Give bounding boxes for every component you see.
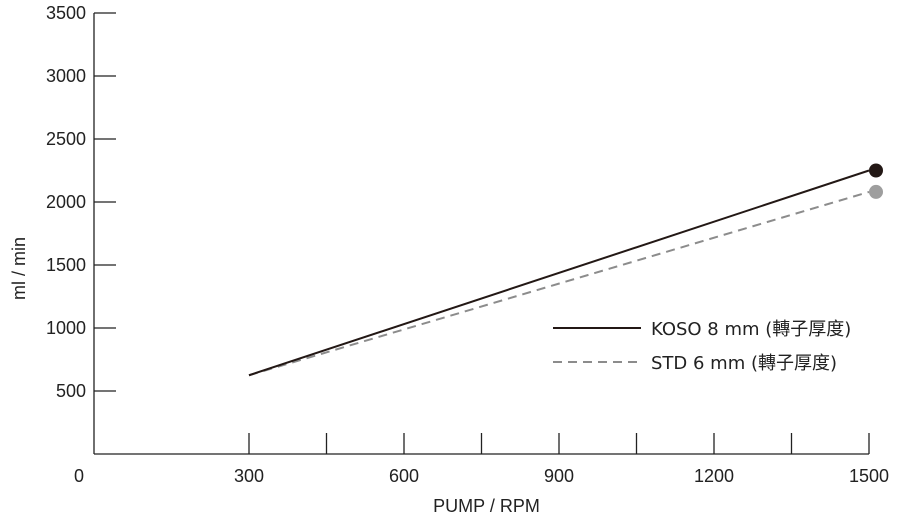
x-ticks: 300 600 900 1200 1500 bbox=[234, 433, 889, 486]
x-tick-label: 900 bbox=[544, 466, 574, 486]
y-tick-label: 3500 bbox=[46, 3, 86, 23]
legend-label-1: KOSO 8 mm (轉子厚度) bbox=[651, 319, 851, 340]
series-end-marker-2 bbox=[869, 184, 883, 199]
y-tick-label: 500 bbox=[56, 381, 86, 401]
series-line-2 bbox=[248, 190, 870, 377]
y-tick-label: 1000 bbox=[46, 318, 86, 338]
series-line-1 bbox=[248, 169, 870, 377]
x-tick-label: 600 bbox=[389, 466, 419, 486]
y-tick-label: 2000 bbox=[46, 192, 86, 212]
series-end-marker-1 bbox=[869, 163, 883, 178]
y-axis-title: ml / min bbox=[9, 237, 29, 300]
y-ticks: 500 1000 1500 2000 2500 3000 3500 bbox=[46, 3, 116, 401]
y-tick-label: 3000 bbox=[46, 66, 86, 86]
x-tick-label: 1200 bbox=[694, 466, 734, 486]
x-origin-label: 0 bbox=[74, 466, 84, 486]
x-tick-label: 1500 bbox=[849, 466, 889, 486]
legend: KOSO 8 mm (轉子厚度) STD 6 mm (轉子厚度) bbox=[553, 319, 851, 374]
x-tick-label: 300 bbox=[234, 466, 264, 486]
axes bbox=[93, 13, 869, 455]
legend-label-2: STD 6 mm (轉子厚度) bbox=[651, 353, 837, 374]
y-tick-label: 2500 bbox=[46, 129, 86, 149]
y-tick-label: 1500 bbox=[46, 255, 86, 275]
series-layer bbox=[248, 163, 883, 377]
x-axis-title: PUMP / RPM bbox=[433, 496, 540, 516]
